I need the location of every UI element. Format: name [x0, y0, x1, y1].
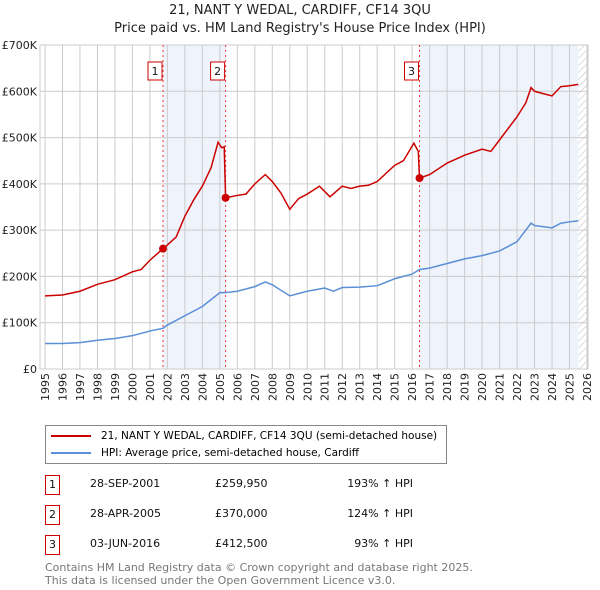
y-tick-label: £400K — [2, 178, 38, 191]
x-tick-label: 2022 — [511, 373, 524, 401]
x-tick-label: 2007 — [249, 373, 262, 401]
sale-number: 2 — [45, 505, 60, 525]
sale-label-box — [147, 61, 163, 81]
sale-date: 28-APR-2005 — [90, 507, 162, 520]
x-tick-label: 2021 — [494, 373, 507, 401]
y-tick-label: £300K — [2, 224, 38, 237]
x-tick-label: 2016 — [406, 373, 419, 401]
chart-subtitle: Price paid vs. HM Land Registry's House … — [114, 21, 486, 36]
x-tick-label: 2026 — [581, 373, 594, 401]
sale-hpi-change: 124% ↑ HPI — [347, 507, 413, 520]
sale-date: 28-SEP-2001 — [90, 477, 161, 490]
y-tick-label: £700K — [2, 39, 38, 52]
x-tick-label: 2006 — [231, 373, 244, 401]
x-tick-label: 2017 — [424, 373, 437, 401]
sale-price: £412,500 — [215, 537, 268, 550]
x-tick-label: 1999 — [109, 373, 122, 401]
sale-label: 2 — [214, 65, 221, 78]
chart-title: 21, NANT Y WEDAL, CARDIFF, CF14 3QU — [169, 3, 431, 18]
x-tick-label: 2009 — [284, 373, 297, 401]
x-tick-label: 2018 — [441, 373, 454, 401]
sale-point — [415, 174, 424, 183]
legend-item-property: 21, NANT Y WEDAL, CARDIFF, CF14 3QU (sem… — [51, 430, 437, 442]
sale-row: 2 28-APR-2005 £370,000 124% ↑ HPI — [45, 505, 465, 525]
x-tick-label: 2003 — [179, 373, 192, 401]
footer: Contains HM Land Registry data © Crown c… — [45, 561, 473, 587]
future-hatch — [578, 45, 588, 369]
x-tick-label: 2013 — [354, 373, 367, 401]
x-tick-label: 1998 — [91, 373, 104, 401]
sale-label-box — [404, 61, 420, 81]
x-tick-label: 2014 — [371, 373, 384, 401]
x-tick-label: 1995 — [39, 373, 52, 401]
plot-frame — [39, 44, 589, 370]
footer-line: This data is licensed under the Open Gov… — [45, 574, 396, 587]
x-tick-label: 2002 — [161, 373, 174, 401]
x-tick-label: 2024 — [546, 373, 559, 401]
x-tick-label: 2020 — [476, 373, 489, 401]
x-tick-label: 2011 — [319, 373, 332, 401]
sale-label: 3 — [408, 65, 415, 78]
y-tick-label: £200K — [2, 270, 38, 283]
legend: 21, NANT Y WEDAL, CARDIFF, CF14 3QU (sem… — [45, 425, 447, 464]
sale-label: 1 — [152, 65, 159, 78]
x-tick-label: 2019 — [459, 373, 472, 401]
sale-point — [221, 193, 230, 202]
y-tick-label: £600K — [2, 85, 38, 98]
x-tick-label: 2025 — [564, 373, 577, 401]
x-tick-label: 2012 — [336, 373, 349, 401]
x-tick-label: 2023 — [529, 373, 542, 401]
y-tick-label: £100K — [2, 317, 38, 330]
x-tick-label: 1997 — [74, 373, 87, 401]
x-tick-label: 2008 — [266, 373, 279, 401]
property-line — [44, 83, 579, 297]
x-tick-label: 2005 — [214, 373, 227, 401]
sale-label-box — [210, 61, 226, 81]
footer-line: Contains HM Land Registry data © Crown c… — [45, 561, 473, 574]
legend-label: HPI: Average price, semi-detached house,… — [101, 447, 359, 459]
sale-row: 1 28-SEP-2001 £259,950 193% ↑ HPI — [45, 475, 465, 495]
price-chart: 1995 1996 1997 1998 1999 2000 2001 2002 2003 2004… — [2, 39, 594, 401]
x-tick-label: 2015 — [389, 373, 402, 401]
sale-row: 3 03-JUN-2016 £412,500 93% ↑ HPI — [45, 535, 465, 555]
sale-price: £370,000 — [215, 507, 268, 520]
sale-date: 03-JUN-2016 — [90, 537, 161, 550]
legend-item-hpi: HPI: Average price, semi-detached house,… — [51, 447, 359, 459]
hpi-line — [45, 220, 579, 345]
x-tick-label: 2000 — [126, 373, 139, 401]
sale-hpi-change: 193% ↑ HPI — [347, 477, 413, 490]
x-tick-label: 2001 — [144, 373, 157, 401]
x-tick-label: 1996 — [56, 373, 69, 401]
sale-point — [159, 244, 168, 253]
sale-price: £259,950 — [215, 477, 268, 490]
y-tick-label: £0 — [23, 363, 37, 376]
x-tick-label: 2010 — [301, 373, 314, 401]
legend-label: 21, NANT Y WEDAL, CARDIFF, CF14 3QU (sem… — [101, 430, 438, 442]
shaded-region — [163, 45, 226, 369]
sale-number: 3 — [45, 535, 60, 555]
sale-number: 1 — [45, 475, 60, 495]
y-tick-label: £500K — [2, 132, 38, 145]
sale-hpi-change: 93% ↑ HPI — [354, 537, 413, 550]
x-tick-label: 2004 — [196, 373, 209, 401]
